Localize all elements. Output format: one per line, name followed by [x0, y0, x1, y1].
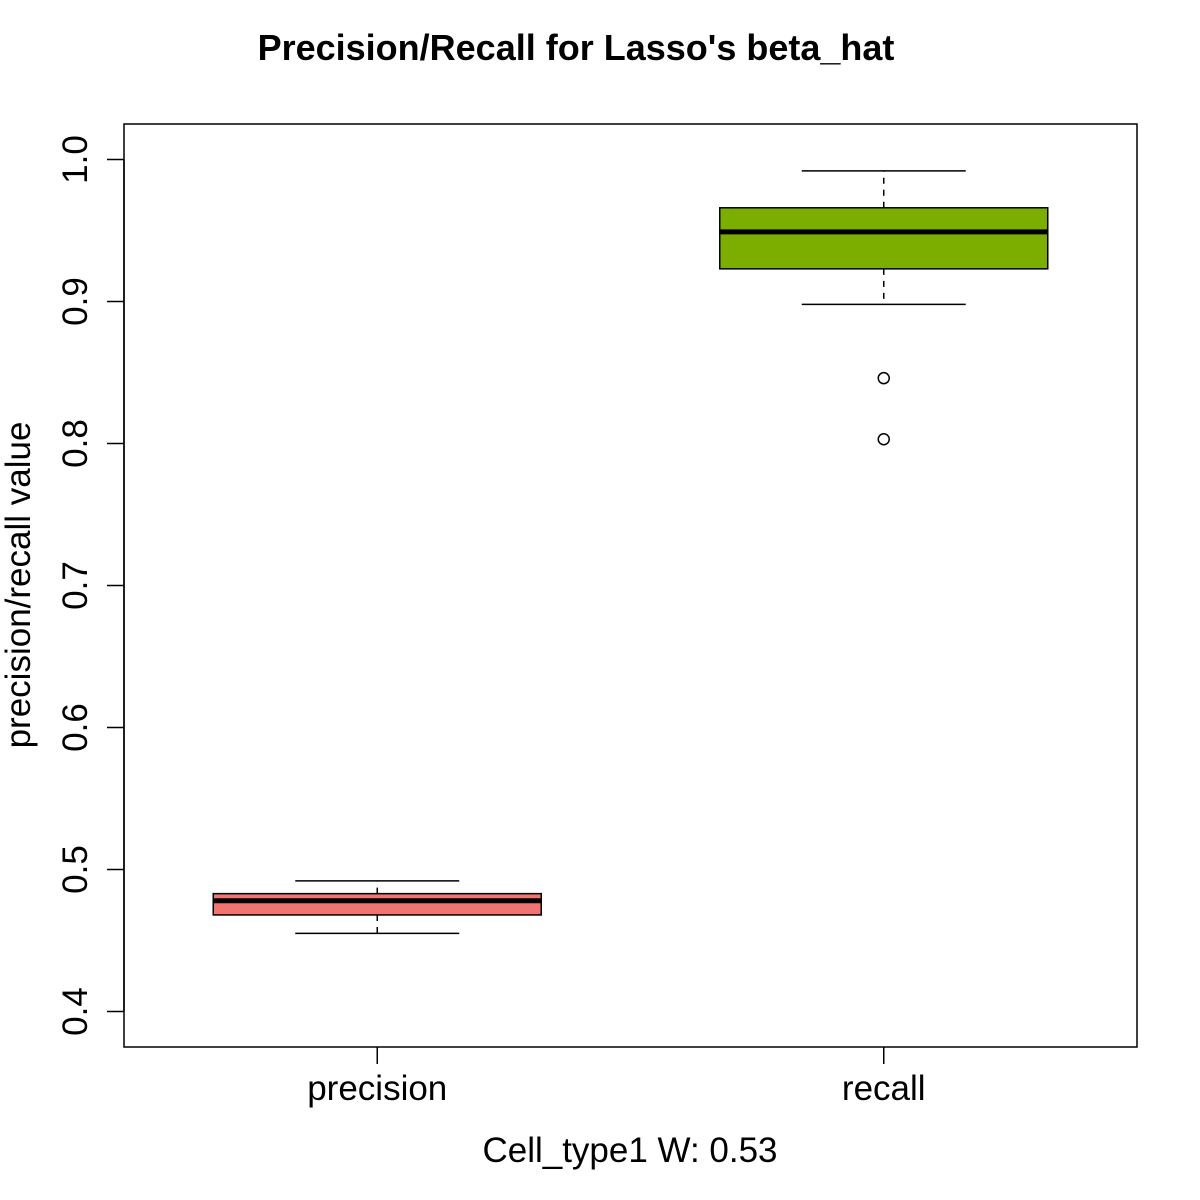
y-axis: 0.4 0.5 0.6 0.7 0.8 0.9 1.0 — [56, 135, 125, 1036]
y-tick-label: 0.4 — [56, 987, 95, 1036]
iqr-box — [212, 892, 542, 916]
x-tick-label: precision — [307, 1069, 447, 1108]
boxes-group — [212, 170, 1049, 935]
iqr-box — [719, 207, 1049, 270]
x-axis: precision recall — [307, 1047, 926, 1108]
outlier-point — [877, 371, 890, 385]
x-axis-label: Cell_type1 W: 0.53 — [482, 1131, 777, 1170]
y-tick-label: 0.5 — [56, 845, 95, 894]
y-tick-label: 0.6 — [56, 703, 95, 752]
y-tick-label: 1.0 — [56, 135, 95, 184]
box-precision — [212, 880, 542, 935]
y-axis-label: precision/recall value — [0, 422, 38, 749]
x-tick-label: recall — [842, 1069, 926, 1108]
chart-title: Precision/Recall for Lasso's beta_hat — [258, 27, 895, 68]
y-tick-label: 0.8 — [56, 419, 95, 468]
box-recall — [719, 170, 1049, 446]
outlier-point — [877, 432, 890, 446]
y-tick-label: 0.9 — [56, 277, 95, 326]
y-tick-label: 0.7 — [56, 561, 95, 610]
